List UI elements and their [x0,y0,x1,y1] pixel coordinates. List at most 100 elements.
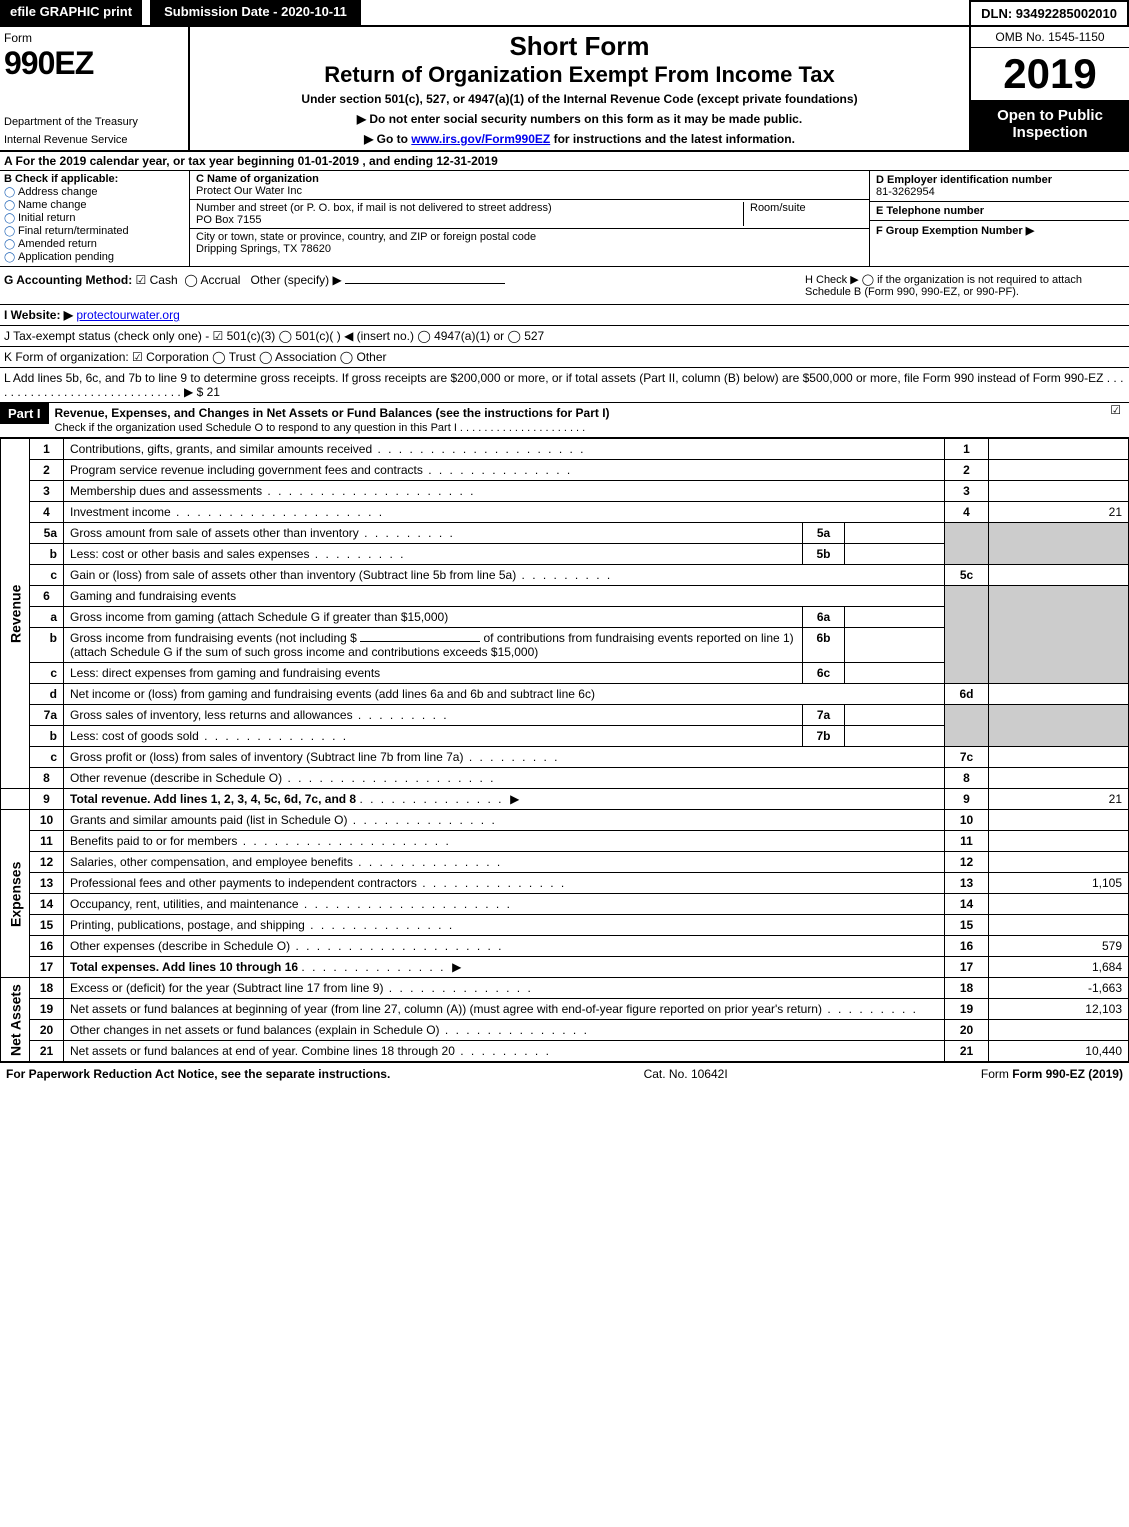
line-14-box: 14 [945,894,989,915]
form-number: 990EZ [4,45,180,82]
grey-cell [945,586,989,684]
chk-name-change[interactable]: Name change [4,199,185,211]
part1-checkbox[interactable]: ☑ [1110,403,1129,417]
line-17-box: 17 [945,957,989,978]
line-9-amt: 21 [989,789,1129,810]
line-6c-desc: Less: direct expenses from gaming and fu… [64,663,803,684]
row-num: 21 [30,1041,64,1062]
grey-cell [945,523,989,565]
line-15-desc: Printing, publications, postage, and shi… [64,915,945,936]
website-link[interactable]: protectourwater.org [76,308,179,322]
omb-number: OMB No. 1545-1150 [971,27,1129,48]
dept-irs: Internal Revenue Service [4,134,180,146]
line-6d-desc: Net income or (loss) from gaming and fun… [64,684,945,705]
line-18-desc: Excess or (deficit) for the year (Subtra… [64,978,945,999]
g-accrual[interactable]: Accrual [200,273,240,287]
form-word: Form [4,31,180,45]
part1-header-row: Part I Revenue, Expenses, and Changes in… [0,403,1129,438]
line-16-desc: Other expenses (describe in Schedule O) [64,936,945,957]
row-num: d [30,684,64,705]
row-num: 4 [30,502,64,523]
chk-initial-return[interactable]: Initial return [4,212,185,224]
inset-5b-val [845,544,945,565]
line-7c-desc: Gross profit or (loss) from sales of inv… [64,747,945,768]
inset-7b-val [845,726,945,747]
chk-address-change[interactable]: Address change [4,186,185,198]
line-10-amt [989,810,1129,831]
line-9-bold: Total revenue. Add lines 1, 2, 3, 4, 5c,… [70,792,356,806]
section-h: H Check ▶ ◯ if the organization is not r… [805,273,1125,298]
line-15-box: 15 [945,915,989,936]
i-label: I Website: ▶ [4,308,73,322]
vlabel-netassets: Net Assets [1,978,30,1062]
chk-final-return[interactable]: Final return/terminated [4,225,185,237]
row-num: 1 [30,439,64,460]
line-3-desc: Membership dues and assessments [64,481,945,502]
line-a-tax-year: A For the 2019 calendar year, or tax yea… [0,152,1129,171]
grey-cell [989,705,1129,747]
open-to-public: Open to Public Inspection [971,101,1129,150]
section-b-title: B Check if applicable: [4,173,185,185]
line-15-amt [989,915,1129,936]
vlabel-revenue: Revenue [1,439,30,789]
chk-amended-return[interactable]: Amended return [4,238,185,250]
g-other[interactable]: Other (specify) ▶ [250,273,341,287]
header-right: OMB No. 1545-1150 2019 Open to Public In… [969,27,1129,150]
section-def: D Employer identification number 81-3262… [869,171,1129,266]
inset-6c: 6c [803,663,845,684]
row-num: 10 [30,810,64,831]
line-16-amt: 579 [989,936,1129,957]
inset-7b: 7b [803,726,845,747]
org-address: PO Box 7155 [196,214,261,226]
spacer [361,0,969,25]
check-icon: ☑ [136,273,150,287]
line-20-desc: Other changes in net assets or fund bala… [64,1020,945,1041]
row-num: 14 [30,894,64,915]
line-8-amt [989,768,1129,789]
goto-line: ▶ Go to www.irs.gov/Form990EZ for instru… [198,132,961,146]
irs-link[interactable]: www.irs.gov/Form990EZ [411,132,550,146]
line-18-amt: -1,663 [989,978,1129,999]
inset-7a: 7a [803,705,845,726]
part1-title-text: Revenue, Expenses, and Changes in Net As… [55,406,610,420]
row-num: 2 [30,460,64,481]
ein-value: 81-3262954 [876,186,935,198]
line-7b-desc: Less: cost of goods sold [64,726,803,747]
room-suite-label: Room/suite [743,202,863,226]
line-7a-desc: Gross sales of inventory, less returns a… [64,705,803,726]
row-num: 20 [30,1020,64,1041]
section-j: J Tax-exempt status (check only one) - ☑… [0,326,1129,347]
part1-table: Revenue 1 Contributions, gifts, grants, … [0,438,1129,1062]
line-10-desc: Grants and similar amounts paid (list in… [64,810,945,831]
short-form-title: Short Form [198,31,961,62]
row-num: 8 [30,768,64,789]
inset-5a-val [845,523,945,544]
inset-6b: 6b [803,628,845,663]
grey-cell [989,523,1129,565]
line-7c-amt [989,747,1129,768]
line-2-box: 2 [945,460,989,481]
g-cash[interactable]: Cash [150,273,178,287]
line-5b-desc: Less: cost or other basis and sales expe… [64,544,803,565]
line-12-box: 12 [945,852,989,873]
cat-no: Cat. No. 10642I [644,1067,728,1081]
row-num: 18 [30,978,64,999]
part1-title: Revenue, Expenses, and Changes in Net As… [49,403,1111,437]
line-6b-desc: Gross income from fundraising events (no… [64,628,803,663]
inset-5b: 5b [803,544,845,565]
line-5c-box: 5c [945,565,989,586]
row-num: 15 [30,915,64,936]
row-num: 12 [30,852,64,873]
efile-print-button[interactable]: efile GRAPHIC print [0,0,142,25]
line-6-desc: Gaming and fundraising events [64,586,945,607]
row-num: 13 [30,873,64,894]
section-i: I Website: ▶ protectourwater.org [0,305,1129,326]
row-num: b [30,726,64,747]
org-info-block: B Check if applicable: Address change Na… [0,171,1129,267]
line-19-desc: Net assets or fund balances at beginning… [64,999,945,1020]
line-2-desc: Program service revenue including govern… [64,460,945,481]
vlabel-spacer [1,789,30,810]
submission-date-button[interactable]: Submission Date - 2020-10-11 [150,0,361,25]
chk-application-pending[interactable]: Application pending [4,251,185,263]
line-4-amt: 21 [989,502,1129,523]
